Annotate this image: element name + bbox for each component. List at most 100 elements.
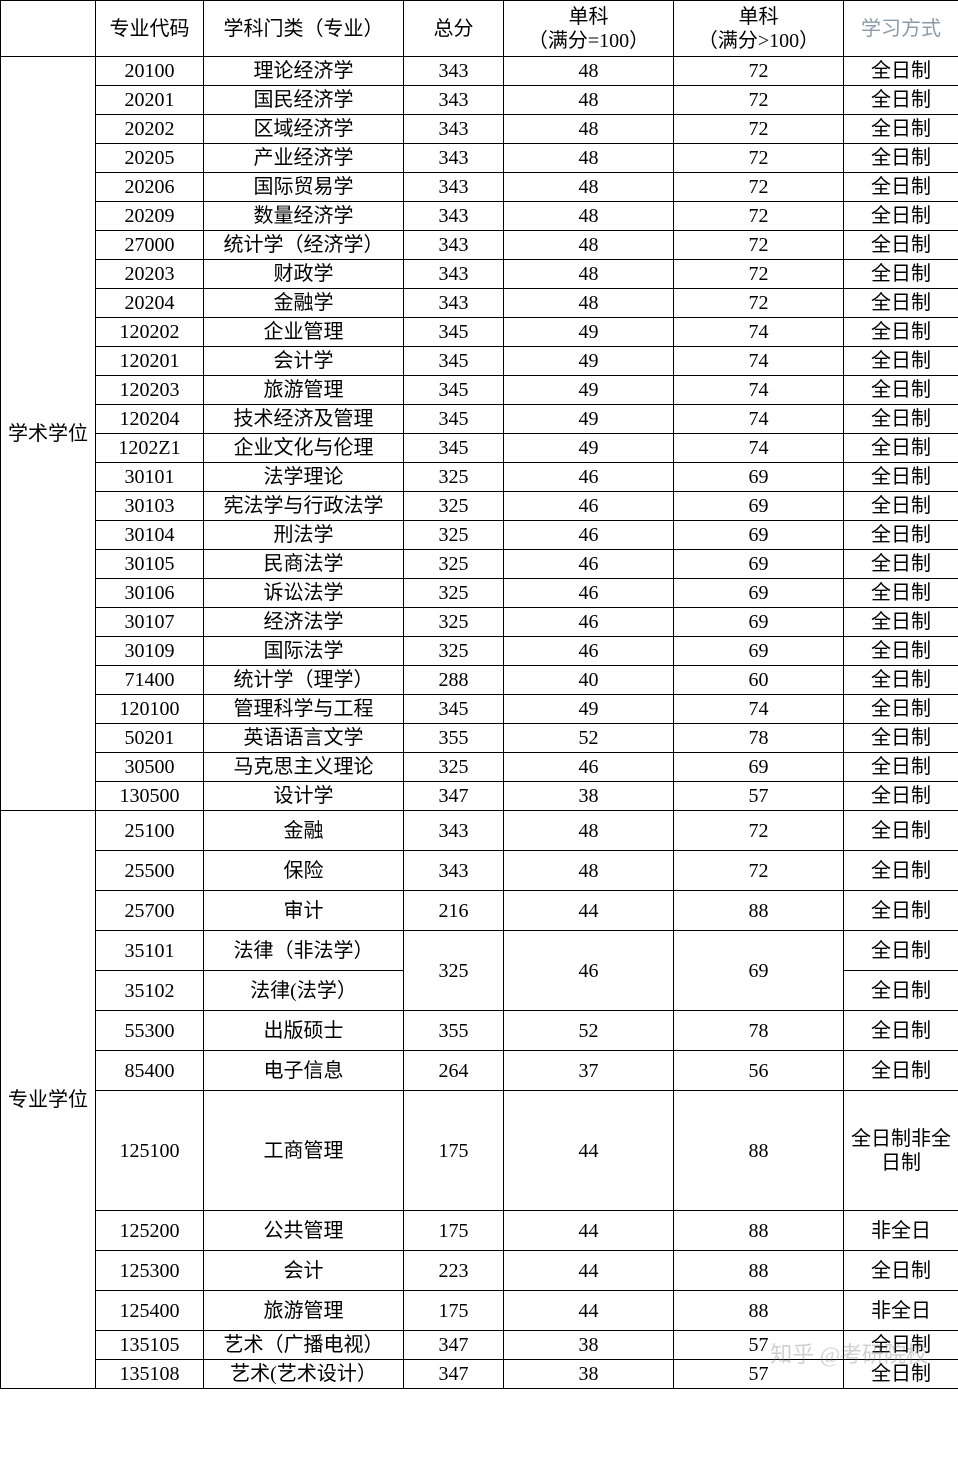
code-cell: 20202 [96, 115, 204, 144]
code-cell: 20206 [96, 173, 204, 202]
mode-cell: 全日制 [844, 347, 958, 376]
code-cell: 20204 [96, 289, 204, 318]
code-cell: 71400 [96, 666, 204, 695]
mode-cell: 全日制 [844, 1011, 958, 1051]
table-row: 50201英语语言文学3555278全日制 [1, 724, 958, 753]
table-row: 120201会计学3454974全日制 [1, 347, 958, 376]
single100-cell: 44 [504, 1291, 674, 1331]
singlegt100-cell: 72 [674, 231, 844, 260]
single100-cell: 46 [504, 637, 674, 666]
total-cell: 175 [404, 1091, 504, 1211]
singlegt100-cell: 72 [674, 57, 844, 86]
singlegt100-cell: 72 [674, 173, 844, 202]
table-row: 135108艺术(艺术设计）3473857全日制 [1, 1360, 958, 1389]
subject-cell: 财政学 [204, 260, 404, 289]
subject-cell: 设计学 [204, 782, 404, 811]
subject-cell: 企业管理 [204, 318, 404, 347]
total-cell: 175 [404, 1211, 504, 1251]
mode-cell: 全日制 [844, 1331, 958, 1360]
singlegt100-cell: 69 [674, 463, 844, 492]
table-row: 120202企业管理3454974全日制 [1, 318, 958, 347]
singlegt100-cell: 69 [674, 579, 844, 608]
table-row: 120204技术经济及管理3454974全日制 [1, 405, 958, 434]
singlegt100-cell: 74 [674, 347, 844, 376]
subject-cell: 诉讼法学 [204, 579, 404, 608]
header-total: 总分 [404, 1, 504, 57]
singlegt100-cell: 74 [674, 434, 844, 463]
table-row: 30107经济法学3254669全日制 [1, 608, 958, 637]
mode-cell: 全日制 [844, 753, 958, 782]
code-cell: 30109 [96, 637, 204, 666]
total-cell: 345 [404, 695, 504, 724]
table-row: 20209数量经济学3434872全日制 [1, 202, 958, 231]
mode-cell: 全日制 [844, 86, 958, 115]
single100-cell: 46 [504, 753, 674, 782]
single100-cell: 48 [504, 289, 674, 318]
singlegt100-cell: 88 [674, 1291, 844, 1331]
total-cell: 343 [404, 202, 504, 231]
subject-cell: 法学理论 [204, 463, 404, 492]
mode-cell: 全日制 [844, 260, 958, 289]
total-cell: 325 [404, 753, 504, 782]
total-cell: 347 [404, 1360, 504, 1389]
header-subject: 学科门类（专业） [204, 1, 404, 57]
mode-cell: 全日制 [844, 492, 958, 521]
subject-cell: 会计 [204, 1251, 404, 1291]
subject-cell: 国际法学 [204, 637, 404, 666]
code-cell: 1202Z1 [96, 434, 204, 463]
subject-cell: 区域经济学 [204, 115, 404, 144]
single100-cell: 37 [504, 1051, 674, 1091]
total-cell: 355 [404, 724, 504, 753]
single100-cell: 44 [504, 891, 674, 931]
table-row: 20201国民经济学3434872全日制 [1, 86, 958, 115]
mode-cell: 全日制 [844, 695, 958, 724]
total-cell: 223 [404, 1251, 504, 1291]
total-cell: 325 [404, 637, 504, 666]
mode-cell: 全日制 [844, 173, 958, 202]
code-cell: 55300 [96, 1011, 204, 1051]
header-mode: 学习方式 [844, 1, 958, 57]
singlegt100-cell: 72 [674, 851, 844, 891]
subject-cell: 理论经济学 [204, 57, 404, 86]
table-row: 27000统计学（经济学）3434872全日制 [1, 231, 958, 260]
table-row: 30109国际法学3254669全日制 [1, 637, 958, 666]
category-cell: 专业学位 [1, 811, 96, 1389]
table-row: 71400统计学（理学）2884060全日制 [1, 666, 958, 695]
code-cell: 20100 [96, 57, 204, 86]
mode-cell: 全日制 [844, 931, 958, 971]
subject-cell: 保险 [204, 851, 404, 891]
singlegt100-cell: 69 [674, 550, 844, 579]
subject-cell: 经济法学 [204, 608, 404, 637]
code-cell: 125100 [96, 1091, 204, 1211]
mode-cell: 全日制 [844, 637, 958, 666]
code-cell: 50201 [96, 724, 204, 753]
singlegt100-cell: 88 [674, 1091, 844, 1211]
total-cell: 345 [404, 318, 504, 347]
total-cell: 343 [404, 811, 504, 851]
single100-cell: 48 [504, 57, 674, 86]
mode-cell: 全日制 [844, 144, 958, 173]
mode-cell: 全日制 [844, 57, 958, 86]
subject-cell: 公共管理 [204, 1211, 404, 1251]
code-cell: 135108 [96, 1360, 204, 1389]
singlegt100-cell: 72 [674, 811, 844, 851]
single100-cell: 40 [504, 666, 674, 695]
table-row: 1202Z1企业文化与伦理3454974全日制 [1, 434, 958, 463]
total-cell: 325 [404, 608, 504, 637]
total-cell: 343 [404, 115, 504, 144]
single100-cell: 48 [504, 260, 674, 289]
singlegt100-cell: 57 [674, 1360, 844, 1389]
admissions-score-table: 专业代码 学科门类（专业） 总分 单科（满分=100） 单科（满分>100） 学… [0, 0, 958, 1389]
code-cell: 20201 [96, 86, 204, 115]
singlegt100-cell: 72 [674, 260, 844, 289]
single100-cell: 48 [504, 173, 674, 202]
singlegt100-cell: 69 [674, 753, 844, 782]
mode-cell: 全日制 [844, 666, 958, 695]
subject-cell: 法律（非法学） [204, 931, 404, 971]
mode-cell: 全日制 [844, 811, 958, 851]
single100-cell: 46 [504, 492, 674, 521]
total-cell: 347 [404, 782, 504, 811]
code-cell: 25500 [96, 851, 204, 891]
table-row: 20203财政学3434872全日制 [1, 260, 958, 289]
header-singlegt100: 单科（满分>100） [674, 1, 844, 57]
